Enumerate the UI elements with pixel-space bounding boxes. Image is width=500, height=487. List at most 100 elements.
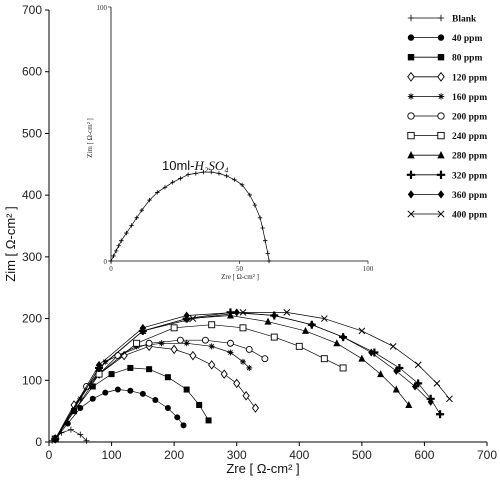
- y-tick-label: 300: [22, 250, 42, 264]
- data-point: [176, 336, 184, 344]
- legend-label: 200 ppm: [452, 113, 487, 123]
- data-point: [146, 366, 153, 373]
- legend-label: 360 ppm: [452, 191, 487, 201]
- data-point: [208, 360, 216, 370]
- data-point: [283, 309, 291, 316]
- x-tick-label: 400: [289, 448, 309, 462]
- data-point: [220, 369, 228, 379]
- data-point: [183, 386, 190, 393]
- series-line: [55, 312, 450, 440]
- data-point: [170, 344, 178, 355]
- data-point: [170, 324, 178, 332]
- data-point: [233, 378, 241, 389]
- x-tick-label: 300: [227, 448, 247, 462]
- data-point: [201, 336, 209, 344]
- inset-y-axis-label: Zim [ Ω-cm² ]: [86, 118, 94, 158]
- y-tick-label: 400: [22, 188, 42, 202]
- inset-data-point: [185, 172, 191, 177]
- inset-y-tick-label: 100: [97, 4, 108, 12]
- inset-data-point: [260, 225, 265, 231]
- data-point: [152, 397, 159, 404]
- data-point: [270, 333, 278, 341]
- inset-data-point: [265, 251, 270, 256]
- data-point: [77, 431, 84, 438]
- inset-data-point: [224, 173, 229, 179]
- data-point: [405, 400, 413, 408]
- legend-marker: [407, 71, 415, 82]
- inset-data-point: [263, 238, 268, 243]
- data-point: [308, 320, 315, 329]
- series-240-ppm: [51, 321, 347, 443]
- x-tick-label: 100: [102, 448, 122, 462]
- legend-item: 320 ppm: [406, 170, 487, 181]
- main-axes: 0 100 200 300 400 500 600 700010020030040050060…: [22, 3, 497, 462]
- legend-marker: [437, 190, 445, 199]
- data-point: [189, 350, 197, 361]
- data-point: [320, 355, 328, 363]
- inset-x-tick-label: 100: [363, 265, 374, 273]
- data-point: [414, 361, 422, 369]
- inset-data-point: [193, 171, 199, 176]
- data-point: [127, 364, 134, 371]
- data-point: [239, 324, 247, 332]
- legend-marker: [436, 170, 446, 179]
- data-point: [389, 342, 397, 350]
- data-point: [102, 358, 109, 365]
- legend-marker: [437, 151, 445, 159]
- data-point: [242, 390, 250, 401]
- legend-item: 400 ppm: [407, 210, 487, 221]
- series-line: [55, 324, 344, 440]
- data-point: [180, 422, 187, 429]
- legend-label: 280 ppm: [452, 152, 487, 162]
- inset-series: [108, 169, 272, 264]
- data-point: [377, 370, 385, 378]
- main-series-group: [49, 308, 453, 444]
- inset-annotation: 10ml-H₂SO₄: [162, 158, 229, 173]
- data-point: [246, 364, 253, 371]
- series-360-ppm: [52, 308, 434, 443]
- data-point: [239, 309, 247, 316]
- legend-item: 40 ppm: [407, 34, 482, 44]
- inset-data-point: [108, 258, 114, 264]
- data-point: [139, 327, 147, 335]
- legend-marker: [437, 112, 445, 120]
- inset-data-point: [201, 169, 206, 175]
- data-point: [412, 382, 419, 391]
- data-point: [183, 311, 190, 320]
- data-point: [302, 326, 310, 334]
- inset-data-point: [162, 185, 168, 190]
- inset-data-point: [139, 208, 145, 213]
- data-point: [114, 386, 121, 393]
- legend-item: 280 ppm: [407, 151, 487, 162]
- inset-data-point: [252, 202, 258, 208]
- legend-marker: [437, 71, 445, 82]
- legend-label: Blank: [452, 15, 477, 25]
- data-point: [227, 349, 234, 356]
- data-point: [189, 315, 197, 322]
- inset-data-point: [257, 215, 263, 221]
- legend-marker: [407, 131, 415, 140]
- legend-item: 80 ppm: [407, 54, 482, 64]
- data-point: [358, 354, 366, 362]
- inset-x-axis-label: Zre [ Ω-cm² ]: [221, 273, 259, 281]
- data-point: [339, 364, 347, 372]
- inset-data-point: [129, 223, 134, 228]
- data-point: [205, 417, 212, 424]
- inset-data-point: [155, 190, 160, 195]
- y-tick-label: 700: [22, 3, 42, 17]
- x-tick-label: 500: [352, 448, 372, 462]
- inset-y-tick-label: 0: [104, 258, 108, 266]
- data-point: [95, 364, 103, 372]
- legend-marker: [437, 34, 445, 41]
- data-point: [77, 405, 84, 412]
- data-point: [51, 435, 59, 443]
- legend-label: 240 ppm: [452, 132, 487, 142]
- x-axis-label: Zre [ Ω-cm² ]: [226, 461, 299, 476]
- legend-label: 160 ppm: [452, 93, 487, 103]
- inset-data-point: [134, 215, 139, 221]
- data-point: [271, 311, 278, 320]
- series-400-ppm: [51, 309, 453, 443]
- legend-marker: [407, 34, 415, 41]
- data-point: [392, 385, 400, 393]
- data-point: [239, 358, 246, 365]
